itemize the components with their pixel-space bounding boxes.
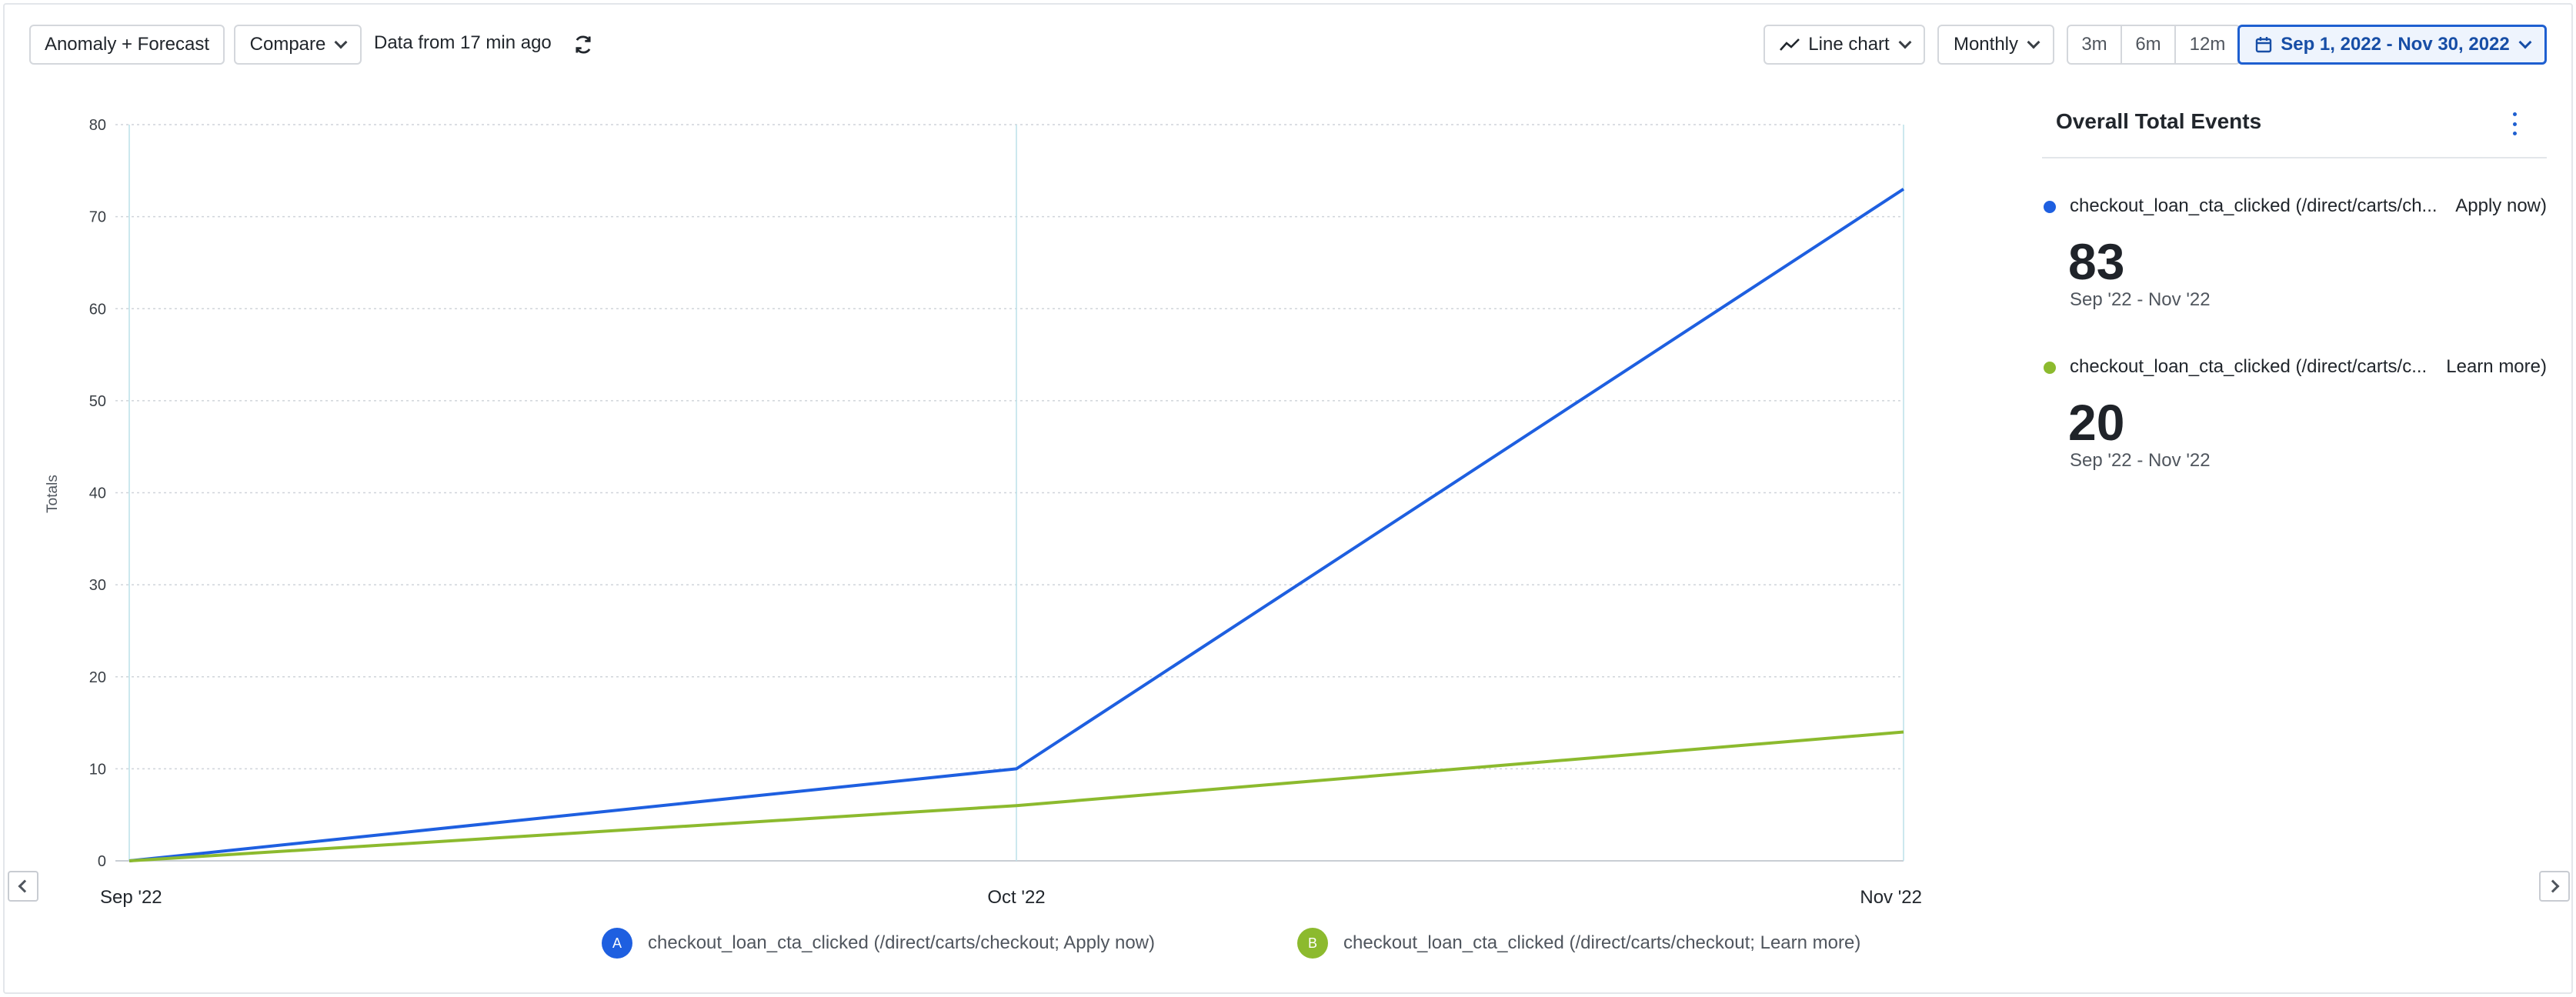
x-tick-label: Oct '22	[987, 887, 1045, 908]
range-6m[interactable]: 6m	[2122, 26, 2176, 63]
more-options-icon[interactable]	[2510, 112, 2519, 135]
legend-badge-b: B	[1297, 928, 1328, 959]
data-freshness: Data from 17 min ago	[374, 32, 552, 53]
panel-divider	[2042, 157, 2547, 158]
scroll-right-button[interactable]	[2539, 871, 2570, 902]
y-tick-label: 40	[89, 485, 106, 502]
legend-item-b[interactable]: B checkout_loan_cta_clicked (/direct/car…	[1297, 928, 1860, 959]
y-tick-label: 80	[89, 117, 106, 134]
metric-a-suffix: Apply now)	[2455, 195, 2547, 216]
interval-dropdown[interactable]: Monthly	[1937, 25, 2054, 65]
legend-item-a[interactable]: A checkout_loan_cta_clicked (/direct/car…	[602, 928, 1155, 959]
y-tick-label: 0	[98, 853, 106, 870]
metric-b-range: Sep '22 - Nov '22	[2070, 450, 2211, 471]
range-3m[interactable]: 3m	[2068, 26, 2122, 63]
y-tick-label: 20	[89, 669, 106, 686]
y-tick-label: 10	[89, 761, 106, 778]
x-tick-label: Nov '22	[1860, 887, 1922, 908]
metric-a-value: 83	[2068, 233, 2125, 290]
chart-type-dropdown[interactable]: Line chart	[1763, 25, 1925, 65]
x-tick-label: Sep '22	[100, 887, 162, 908]
metric-b-dot	[2044, 362, 2056, 374]
metric-a-event: checkout_loan_cta_clicked (/direct/carts…	[2070, 195, 2438, 216]
interval-label: Monthly	[1953, 34, 2019, 55]
y-tick-label: 30	[89, 577, 106, 594]
line-chart-icon	[1780, 38, 1800, 51]
range-12m[interactable]: 12m	[2189, 34, 2226, 55]
calendar-icon	[2256, 37, 2272, 53]
metric-a-dot	[2044, 201, 2056, 213]
y-tick-label: 70	[89, 209, 106, 226]
anomaly-forecast-button[interactable]: Anomaly + Forecast	[29, 25, 225, 65]
metric-a-name: checkout_loan_cta_clicked (/direct/carts…	[2070, 195, 2547, 217]
metric-b-event: checkout_loan_cta_clicked (/direct/carts…	[2070, 356, 2428, 377]
metric-b-suffix: Learn more)	[2446, 356, 2547, 377]
chart-type-label: Line chart	[1808, 34, 1890, 55]
scroll-left-button[interactable]	[8, 871, 38, 902]
y-tick-label: 60	[89, 301, 106, 318]
y-tick-label: 50	[89, 393, 106, 410]
legend-label-b: checkout_loan_cta_clicked (/direct/carts…	[1343, 932, 1861, 953]
date-range-picker[interactable]: Sep 1, 2022 - Nov 30, 2022	[2237, 25, 2547, 65]
panel-title: Overall Total Events	[2056, 109, 2262, 133]
refresh-icon[interactable]	[572, 34, 594, 55]
metric-a-range: Sep '22 - Nov '22	[2070, 289, 2211, 310]
legend-label-a: checkout_loan_cta_clicked (/direct/carts…	[648, 932, 1156, 953]
legend-badge-a: A	[602, 928, 632, 959]
anomaly-forecast-label: Anomaly + Forecast	[44, 34, 210, 55]
compare-label: Compare	[249, 34, 326, 55]
metric-b-name: checkout_loan_cta_clicked (/direct/carts…	[2070, 356, 2547, 378]
date-range-label: Sep 1, 2022 - Nov 30, 2022	[2281, 34, 2510, 55]
metric-b-value: 20	[2068, 394, 2125, 451]
y-axis-label: Totals	[45, 475, 61, 513]
chevron-right-icon	[2546, 879, 2560, 893]
range-selector: 3m 6m 12m	[2067, 25, 2241, 65]
chevron-left-icon	[18, 879, 32, 893]
compare-dropdown[interactable]: Compare	[234, 25, 362, 65]
